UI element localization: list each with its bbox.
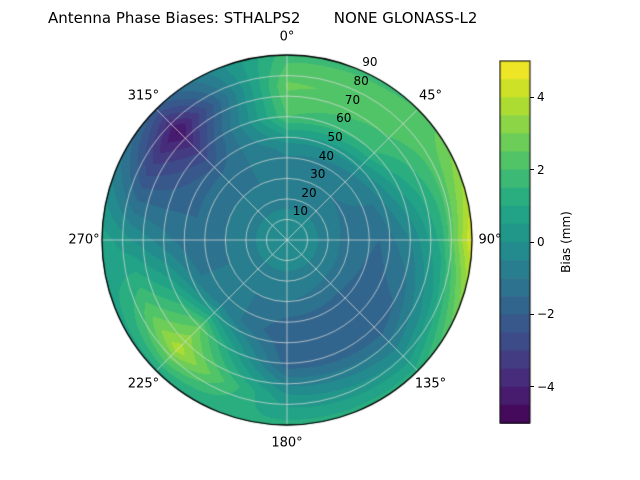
- radial-tick-label: 70: [344, 92, 361, 107]
- colorbar-tick-mark: [530, 313, 534, 315]
- colorbar-tick-label: −4: [537, 379, 555, 394]
- azimuth-label: 180°: [271, 435, 303, 451]
- colorbar-label: Bias (mm): [559, 211, 573, 273]
- radial-tick-label: 80: [353, 73, 369, 88]
- radial-tick-label: 40: [318, 148, 335, 163]
- radial-tick-label: 50: [327, 129, 343, 144]
- radial-tick-label: 60: [336, 111, 352, 126]
- colorbar-tick-mark: [530, 241, 534, 243]
- azimuth-label: 135°: [414, 376, 447, 392]
- colorbar-tick-label: 2: [537, 162, 545, 177]
- colorbar-tick-mark: [530, 96, 534, 98]
- azimuth-label: 270°: [68, 232, 100, 248]
- azimuth-label: 90°: [478, 232, 502, 248]
- radial-tick-label: 10: [292, 204, 308, 219]
- azimuth-label: 315°: [127, 88, 160, 104]
- colorbar-tick-mark: [530, 169, 534, 171]
- colorbar: [499, 60, 533, 424]
- chart-title: Antenna Phase Biases: STHALPS2 NONE GLON…: [48, 9, 478, 27]
- azimuth-label: 225°: [127, 376, 160, 392]
- radial-tick-label: 90: [362, 55, 378, 70]
- colorbar-tick-mark: [530, 386, 534, 388]
- radial-tick-label: 30: [310, 167, 326, 182]
- radial-tick-label: 20: [301, 185, 317, 200]
- azimuth-label: 45°: [419, 88, 443, 104]
- azimuth-label: 0°: [279, 29, 295, 45]
- colorbar-tick-label: 0: [537, 235, 545, 249]
- colorbar-tick-label: −2: [537, 307, 555, 322]
- polar-contour-plot: [99, 52, 475, 428]
- colorbar-tick-label: 4: [537, 90, 545, 105]
